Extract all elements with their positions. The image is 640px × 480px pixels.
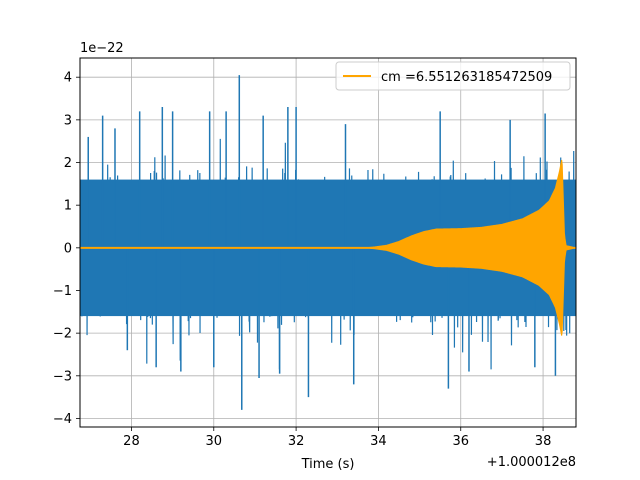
- x-tick-label: 30: [206, 434, 223, 449]
- y-tick-label: 3: [64, 113, 72, 128]
- legend: cm =6.551263185472509: [335, 61, 571, 91]
- x-axis-offset-label: +1.000012e8: [487, 455, 576, 470]
- y-tick-label: 4: [64, 71, 72, 86]
- x-tick-label: 28: [123, 434, 140, 449]
- legend-label-template: cm =6.551263185472509: [381, 70, 552, 85]
- y-tick-label: −3: [53, 369, 72, 384]
- x-tick-label: 36: [452, 434, 469, 449]
- y-tick-label: 0: [64, 241, 72, 256]
- axes-frame: [79, 57, 577, 428]
- y-tick-label: 1: [64, 199, 72, 214]
- x-axis-ticks: 28 30 32 34 36 38: [123, 427, 551, 449]
- x-tick-label: 32: [288, 434, 305, 449]
- y-axis-ticks: −4 −3 −2 −1 0 1 2 3 4: [53, 71, 80, 427]
- legend-frame: [335, 61, 571, 91]
- series-template: [80, 159, 576, 336]
- y-tick-label: −2: [53, 327, 72, 342]
- template-envelope: [80, 159, 576, 336]
- plot-area: [79, 57, 577, 428]
- x-axis-label: Time (s): [301, 457, 355, 472]
- x-tick-label: 38: [535, 434, 552, 449]
- y-tick-label: 2: [64, 156, 72, 171]
- x-tick-label: 34: [370, 434, 387, 449]
- y-tick-label: −1: [53, 284, 72, 299]
- y-axis-scale-label: 1e−22: [80, 41, 124, 56]
- y-tick-label: −4: [53, 412, 72, 427]
